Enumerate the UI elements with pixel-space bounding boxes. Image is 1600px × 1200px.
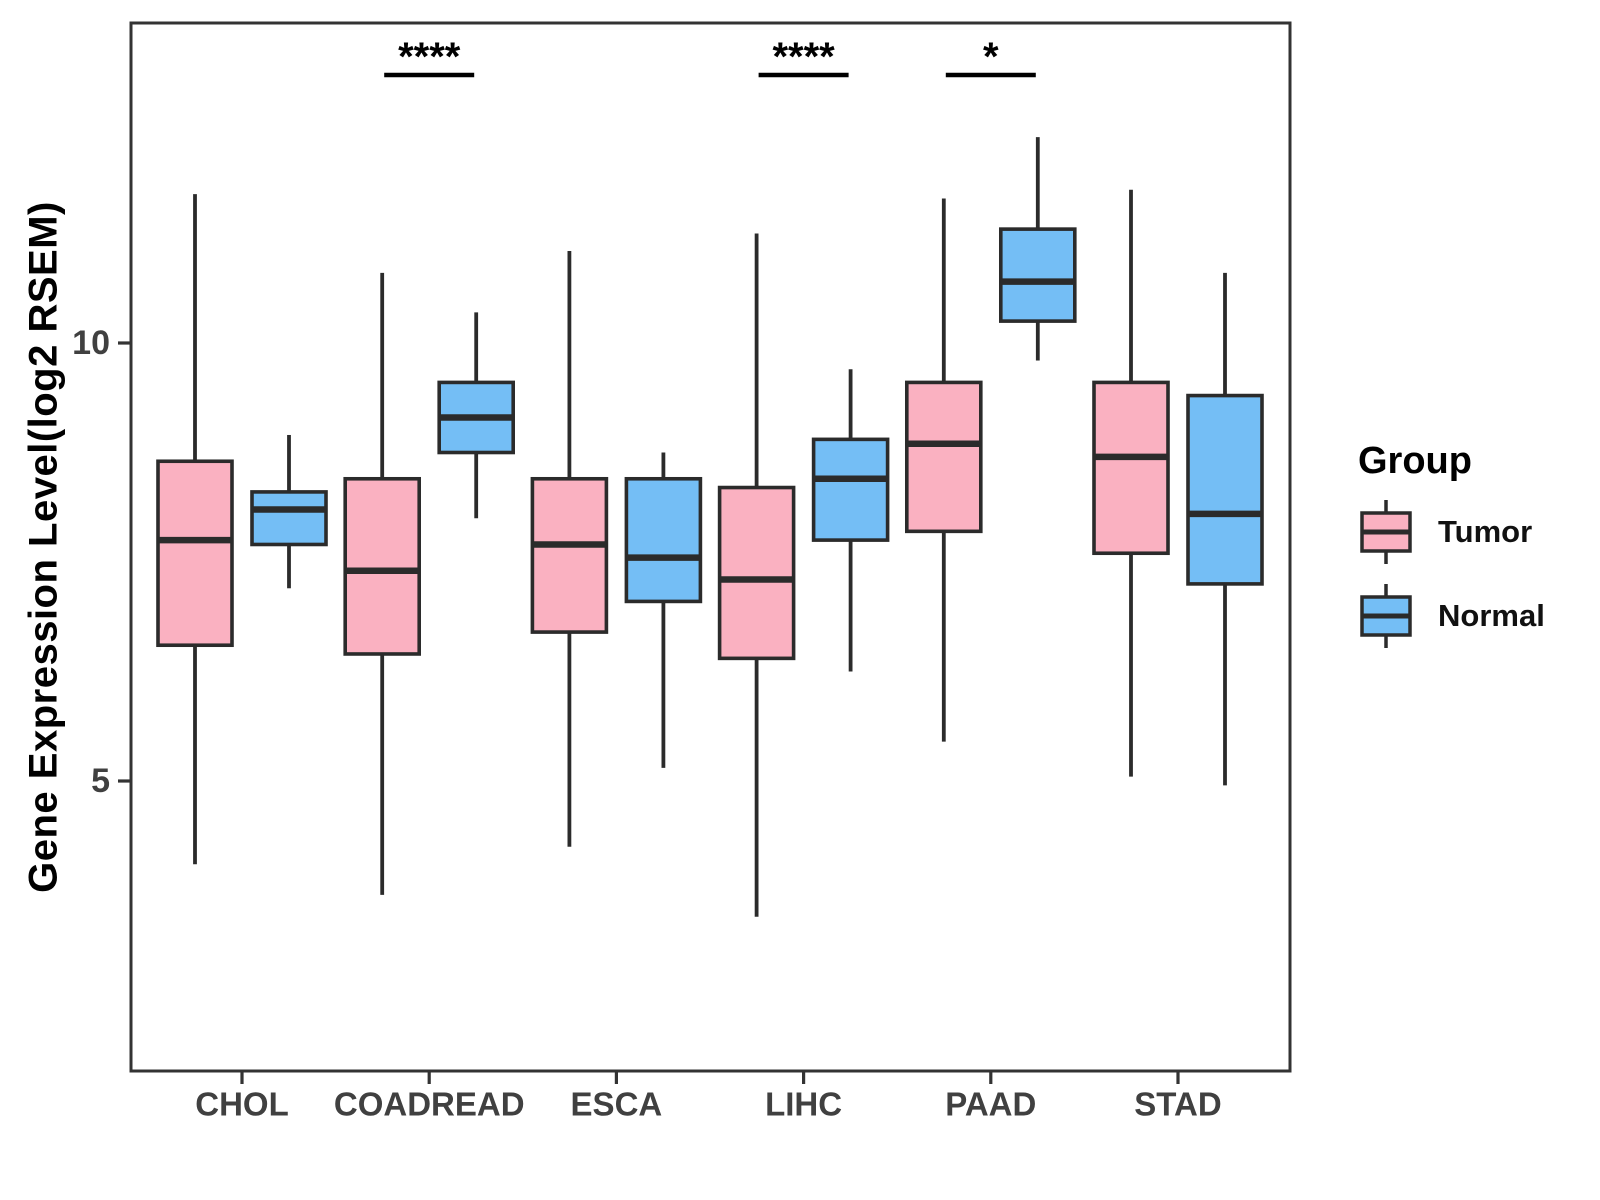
box-tumor-LIHC <box>717 485 796 661</box>
box-tumor-STAD <box>1092 380 1170 556</box>
legend-label-tumor: Tumor <box>1438 514 1533 549</box>
legend-item-normal: Normal <box>1358 581 1598 651</box>
box-normal-ESCA <box>624 476 703 604</box>
x-category-label: CHOL <box>195 1086 289 1123</box>
box-normal-STAD <box>1186 393 1264 586</box>
significance-label-LIHC: **** <box>772 35 835 79</box>
legend-title: Group <box>1358 440 1472 482</box>
box-normal-PAAD <box>998 227 1077 323</box>
legend: Group Tumor Normal <box>1358 440 1598 651</box>
y-tick-label: 5 <box>91 762 110 800</box>
significance-label-COADREAD: **** <box>398 35 461 79</box>
x-category-label: STAD <box>1134 1086 1221 1123</box>
box-tumor-COADREAD <box>343 476 422 656</box>
box-tumor-ESCA <box>530 476 609 634</box>
legend-item-tumor: Tumor <box>1358 497 1598 567</box>
normal-boxplot-key-icon <box>1360 584 1412 648</box>
significance-label-PAAD: * <box>983 35 999 79</box>
box-tumor-PAAD <box>904 380 983 534</box>
y-tick-label: 10 <box>72 324 110 362</box>
box-normal-CHOL <box>250 490 328 547</box>
box-normal-LIHC <box>811 437 890 542</box>
x-category-label: LIHC <box>765 1086 842 1123</box>
x-category-label: ESCA <box>571 1086 663 1123</box>
legend-label-normal: Normal <box>1438 598 1545 633</box>
x-category-label: PAAD <box>945 1086 1036 1123</box>
tumor-boxplot-key-icon <box>1360 500 1412 564</box>
x-category-label: COADREAD <box>334 1086 525 1123</box>
box-tumor-CHOL <box>156 459 234 648</box>
y-axis-title: Gene Expression Level(log2 RSEM) <box>21 201 66 893</box>
